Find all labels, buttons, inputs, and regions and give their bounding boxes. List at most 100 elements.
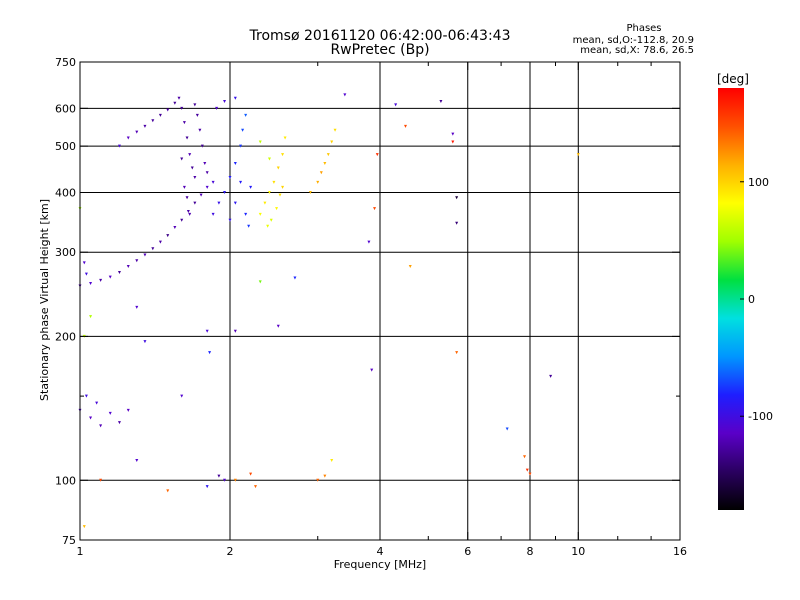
data-point <box>180 394 184 398</box>
data-point <box>117 421 121 425</box>
data-point <box>549 374 553 378</box>
data-point <box>267 190 271 194</box>
colorbar-label: [deg] <box>717 72 749 86</box>
y-axis-label: Stationary phase Virtual Height [km] <box>38 199 51 401</box>
data-point <box>126 136 130 140</box>
data-point <box>323 474 327 478</box>
data-point <box>223 190 227 194</box>
data-point <box>198 128 202 132</box>
data-point <box>205 329 209 333</box>
data-point <box>193 201 197 205</box>
data-point <box>439 100 443 104</box>
grid-lines <box>80 62 680 540</box>
data-point <box>135 305 139 309</box>
data-point <box>525 468 529 472</box>
data-point <box>135 259 139 263</box>
data-point <box>249 185 253 189</box>
data-point <box>89 416 93 420</box>
data-point <box>253 485 257 489</box>
data-point <box>258 212 262 216</box>
x-tick-label: 6 <box>464 545 471 558</box>
data-point <box>117 271 121 275</box>
data-point <box>143 340 147 344</box>
colorbar-tick-label: -100 <box>748 410 773 423</box>
data-point <box>143 124 147 128</box>
data-point <box>319 171 323 175</box>
chart-title: Tromsø 20161120 06:42:00-06:43:43 <box>249 28 511 44</box>
x-axis-label: Frequency [MHz] <box>334 558 426 571</box>
data-point <box>82 525 86 529</box>
data-point <box>166 489 170 493</box>
y-tick-label: 600 <box>55 102 76 115</box>
data-point <box>263 201 267 205</box>
data-point <box>333 128 337 132</box>
y-tick-label: 400 <box>55 186 76 199</box>
data-point <box>266 224 270 228</box>
data-point <box>186 210 190 214</box>
data-point <box>394 103 398 107</box>
data-point <box>185 196 189 200</box>
data-point <box>185 136 189 140</box>
data-point <box>323 161 327 165</box>
data-point <box>173 101 177 105</box>
data-point <box>108 275 112 279</box>
data-point <box>276 166 280 170</box>
x-tick-label: 8 <box>527 545 534 558</box>
data-points <box>78 93 580 529</box>
data-point <box>182 185 186 189</box>
data-point <box>228 175 232 179</box>
data-point <box>126 408 130 412</box>
data-point <box>233 96 237 100</box>
y-tick-label: 750 <box>55 56 76 69</box>
data-point <box>166 108 170 112</box>
data-point <box>523 455 527 459</box>
data-point <box>247 224 251 228</box>
data-point <box>193 175 197 179</box>
data-point <box>151 119 155 123</box>
data-point <box>308 190 312 194</box>
axis-ticks: 1 2 4 6 8 10 16 75 100 200 300 400 500 600 750 <box>55 56 687 558</box>
data-point <box>126 265 130 269</box>
data-point <box>95 401 99 405</box>
data-point <box>84 394 88 398</box>
data-point <box>84 272 88 276</box>
phase-box-line-x: mean, sd,X: 78.6, 26.5 <box>580 45 694 56</box>
data-point <box>223 100 227 104</box>
data-point <box>528 472 532 476</box>
data-point <box>211 212 215 216</box>
y-tick-label: 200 <box>55 330 76 343</box>
data-point <box>190 166 194 170</box>
data-point <box>99 478 103 482</box>
data-point <box>244 113 248 117</box>
data-point <box>233 478 237 482</box>
data-point <box>208 351 212 355</box>
data-point <box>367 240 371 244</box>
data-point <box>451 132 455 136</box>
data-point <box>249 472 253 476</box>
data-point <box>455 221 459 225</box>
data-point <box>281 153 285 157</box>
data-point <box>89 315 93 319</box>
data-point <box>99 278 103 282</box>
data-point <box>217 474 221 478</box>
data-point <box>276 324 280 328</box>
data-point <box>158 113 162 117</box>
data-point <box>241 128 245 132</box>
data-point <box>205 185 209 189</box>
data-point <box>211 180 215 184</box>
data-point <box>330 458 334 462</box>
data-point <box>373 207 377 211</box>
data-point <box>239 144 243 148</box>
data-point <box>403 124 407 128</box>
data-point <box>166 234 170 238</box>
data-point <box>455 351 459 355</box>
x-tick-label: 16 <box>673 545 687 558</box>
data-point <box>451 140 455 144</box>
colorbar <box>718 88 744 510</box>
data-point <box>89 282 93 286</box>
data-point <box>180 157 184 161</box>
data-point <box>505 427 509 431</box>
phase-box-line-o: mean, sd,O:-112.8, 20.9 <box>573 35 694 46</box>
data-point <box>269 218 273 222</box>
